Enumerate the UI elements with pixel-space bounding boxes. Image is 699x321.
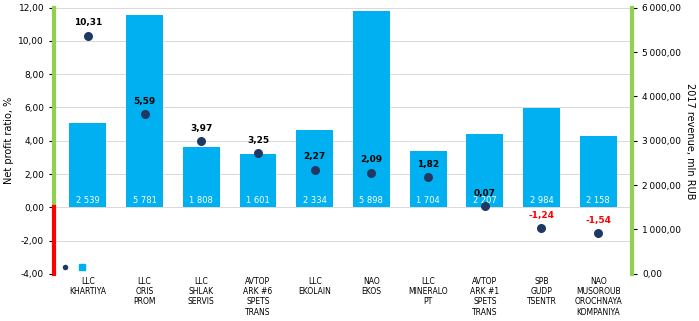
Text: -1,24: -1,24 — [528, 211, 554, 220]
Text: 3,25: 3,25 — [247, 136, 269, 145]
Text: 5,59: 5,59 — [134, 97, 156, 106]
Text: 5 898: 5 898 — [359, 196, 383, 205]
Bar — [183, 147, 219, 207]
Y-axis label: 2017 revenue, mln RUB: 2017 revenue, mln RUB — [685, 82, 695, 199]
Point — [536, 225, 547, 230]
Text: -1,54: -1,54 — [585, 216, 611, 225]
Text: 2,27: 2,27 — [303, 152, 326, 161]
Point — [422, 174, 433, 179]
Point — [480, 204, 491, 209]
Text: 1 704: 1 704 — [416, 196, 440, 205]
Point — [196, 139, 207, 144]
Text: 5 781: 5 781 — [133, 196, 157, 205]
Point — [139, 112, 150, 117]
Text: 1 601: 1 601 — [246, 196, 270, 205]
Bar — [296, 130, 333, 207]
Bar — [523, 108, 560, 207]
Legend: , : , — [58, 259, 96, 275]
Text: 2 539: 2 539 — [76, 196, 100, 205]
Text: 1 808: 1 808 — [189, 196, 213, 205]
Point — [309, 167, 320, 172]
Bar — [353, 11, 390, 207]
Y-axis label: Net profit ratio, %: Net profit ratio, % — [4, 97, 14, 184]
Text: 1,82: 1,82 — [417, 160, 439, 169]
Point — [252, 151, 264, 156]
Point — [593, 230, 604, 236]
Bar — [466, 134, 503, 207]
Text: 0,07: 0,07 — [474, 189, 496, 198]
Text: 2 984: 2 984 — [530, 196, 554, 205]
Point — [366, 170, 377, 175]
Text: 2 207: 2 207 — [473, 196, 497, 205]
Text: 2 334: 2 334 — [303, 196, 326, 205]
Text: 10,31: 10,31 — [73, 19, 102, 28]
Text: 2 158: 2 158 — [586, 196, 610, 205]
Bar — [579, 135, 617, 207]
Bar — [410, 151, 447, 207]
Text: 3,97: 3,97 — [190, 124, 212, 133]
Text: 2,09: 2,09 — [360, 155, 382, 164]
Bar — [240, 154, 276, 207]
Point — [82, 33, 94, 38]
Bar — [126, 15, 163, 207]
Bar — [69, 123, 106, 207]
